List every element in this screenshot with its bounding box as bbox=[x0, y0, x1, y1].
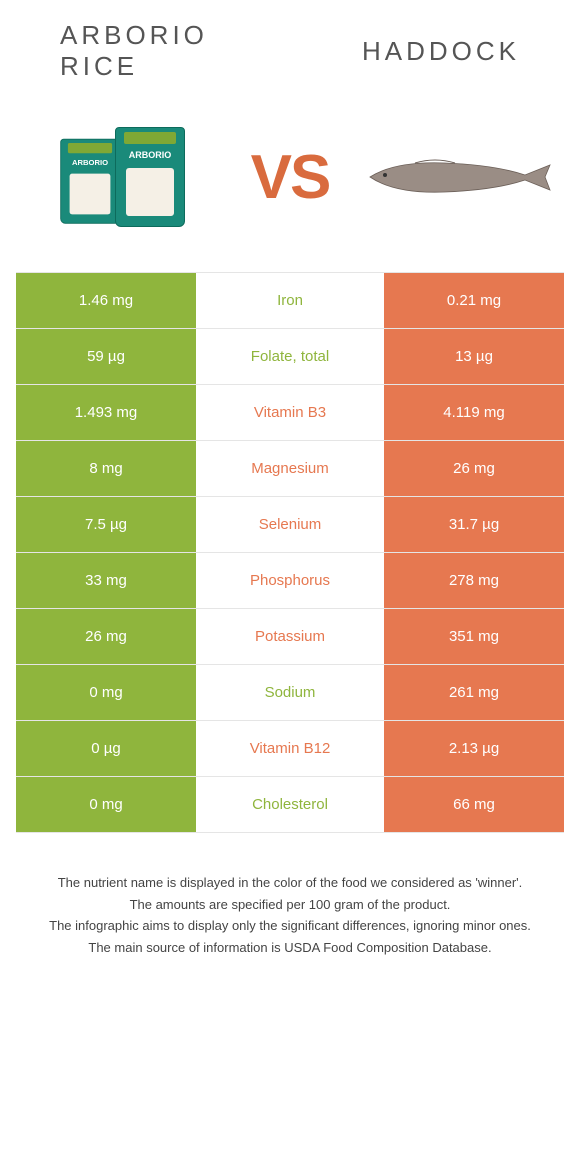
right-value-cell: 2.13 µg bbox=[384, 721, 564, 776]
footnote-line: The nutrient name is displayed in the co… bbox=[30, 873, 550, 893]
right-value-cell: 4.119 mg bbox=[384, 385, 564, 440]
left-value-cell: 0 mg bbox=[16, 665, 196, 720]
nutrient-label: Phosphorus bbox=[196, 553, 384, 608]
footnote-line: The main source of information is USDA F… bbox=[30, 938, 550, 958]
arborio-rice-image: ARBORIO ARBORIO bbox=[20, 112, 220, 242]
nutrient-label: Cholesterol bbox=[196, 777, 384, 832]
rice-pack-icon: ARBORIO bbox=[60, 139, 120, 224]
right-food-title: HADDOCK bbox=[290, 36, 540, 67]
rice-pack-label: ARBORIO bbox=[65, 158, 116, 167]
title-line2: RICE bbox=[60, 51, 138, 81]
table-row: 59 µgFolate, total13 µg bbox=[16, 329, 564, 385]
comparison-table: 1.46 mgIron0.21 mg59 µgFolate, total13 µ… bbox=[16, 272, 564, 833]
table-row: 0 mgSodium261 mg bbox=[16, 665, 564, 721]
footnote-line: The amounts are specified per 100 gram o… bbox=[30, 895, 550, 915]
comparison-images: ARBORIO ARBORIO VS bbox=[0, 92, 580, 272]
left-value-cell: 0 mg bbox=[16, 777, 196, 832]
right-value-cell: 66 mg bbox=[384, 777, 564, 832]
left-value-cell: 7.5 µg bbox=[16, 497, 196, 552]
left-value-cell: 8 mg bbox=[16, 441, 196, 496]
left-value-cell: 0 µg bbox=[16, 721, 196, 776]
right-value-cell: 278 mg bbox=[384, 553, 564, 608]
table-row: 1.46 mgIron0.21 mg bbox=[16, 273, 564, 329]
vs-label: VS bbox=[251, 142, 330, 213]
left-food-title: ARBORIO RICE bbox=[40, 20, 290, 82]
fish-icon bbox=[365, 155, 555, 200]
right-value-cell: 31.7 µg bbox=[384, 497, 564, 552]
right-value-cell: 261 mg bbox=[384, 665, 564, 720]
nutrient-label: Potassium bbox=[196, 609, 384, 664]
table-row: 8 mgMagnesium26 mg bbox=[16, 441, 564, 497]
right-value-cell: 0.21 mg bbox=[384, 273, 564, 328]
nutrient-label: Vitamin B12 bbox=[196, 721, 384, 776]
header: ARBORIO RICE HADDOCK bbox=[0, 0, 580, 92]
table-row: 33 mgPhosphorus278 mg bbox=[16, 553, 564, 609]
rice-pack-label: ARBORIO bbox=[120, 150, 180, 160]
title-line1: ARBORIO bbox=[60, 20, 208, 50]
left-value-cell: 33 mg bbox=[16, 553, 196, 608]
table-row: 0 µgVitamin B122.13 µg bbox=[16, 721, 564, 777]
nutrient-label: Selenium bbox=[196, 497, 384, 552]
table-row: 1.493 mgVitamin B34.119 mg bbox=[16, 385, 564, 441]
nutrient-label: Sodium bbox=[196, 665, 384, 720]
rice-pack-icon: ARBORIO bbox=[115, 127, 185, 227]
left-value-cell: 1.46 mg bbox=[16, 273, 196, 328]
nutrient-label: Magnesium bbox=[196, 441, 384, 496]
left-value-cell: 59 µg bbox=[16, 329, 196, 384]
table-row: 0 mgCholesterol66 mg bbox=[16, 777, 564, 833]
right-value-cell: 13 µg bbox=[384, 329, 564, 384]
haddock-image bbox=[360, 112, 560, 242]
nutrient-label: Folate, total bbox=[196, 329, 384, 384]
footnotes: The nutrient name is displayed in the co… bbox=[0, 833, 580, 979]
right-value-cell: 26 mg bbox=[384, 441, 564, 496]
table-row: 7.5 µgSelenium31.7 µg bbox=[16, 497, 564, 553]
nutrient-label: Iron bbox=[196, 273, 384, 328]
left-value-cell: 26 mg bbox=[16, 609, 196, 664]
table-row: 26 mgPotassium351 mg bbox=[16, 609, 564, 665]
right-value-cell: 351 mg bbox=[384, 609, 564, 664]
nutrient-label: Vitamin B3 bbox=[196, 385, 384, 440]
left-value-cell: 1.493 mg bbox=[16, 385, 196, 440]
footnote-line: The infographic aims to display only the… bbox=[30, 916, 550, 936]
